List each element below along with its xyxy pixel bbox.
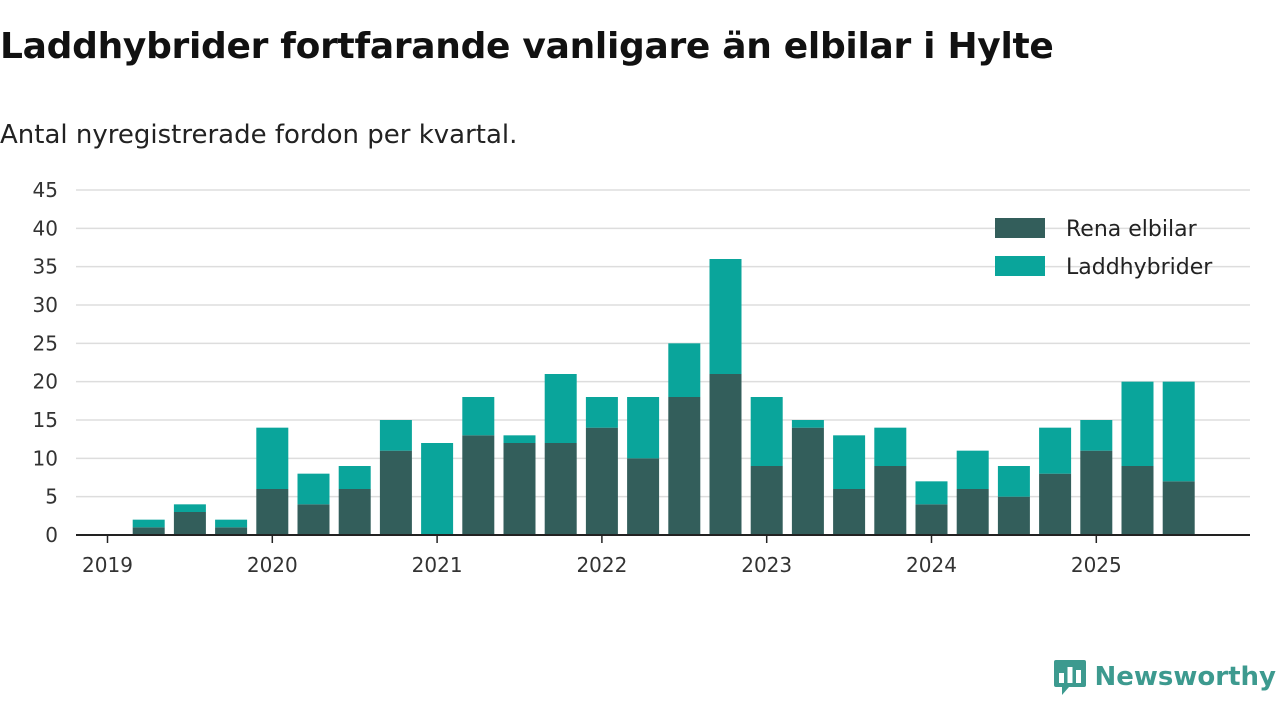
bar-laddhybrider bbox=[791, 420, 824, 428]
bar-laddhybrider bbox=[215, 519, 248, 528]
bar-rena-elbilar bbox=[750, 466, 783, 535]
y-tick-label: 5 bbox=[45, 485, 58, 509]
bar-rena-elbilar bbox=[544, 443, 577, 535]
legend-label-laddhybrider: Laddhybrider bbox=[1066, 255, 1213, 280]
brand-name: Newsworthy bbox=[1094, 662, 1276, 692]
bar-laddhybrider bbox=[544, 374, 577, 443]
bar-rena-elbilar bbox=[1162, 481, 1195, 535]
bar-rena-elbilar bbox=[379, 450, 412, 535]
legend-label-rena-elbilar: Rena elbilar bbox=[1066, 217, 1198, 242]
bar-laddhybrider bbox=[1162, 381, 1195, 482]
bar-laddhybrider bbox=[668, 343, 701, 397]
bar-laddhybrider bbox=[297, 473, 330, 505]
bar-rena-elbilar bbox=[956, 489, 989, 535]
bar-laddhybrider bbox=[132, 519, 165, 528]
legend-swatch-rena-elbilar bbox=[995, 218, 1045, 238]
x-tick-label: 2025 bbox=[1071, 553, 1122, 577]
gridlines bbox=[76, 189, 1250, 498]
bar-rena-elbilar bbox=[874, 466, 907, 535]
bar-rena-elbilar bbox=[668, 397, 701, 535]
bar-laddhybrider bbox=[585, 397, 618, 428]
bar-rena-elbilar bbox=[132, 527, 165, 535]
x-tick-label: 2022 bbox=[576, 553, 627, 577]
y-tick-label: 15 bbox=[33, 408, 58, 432]
bar-laddhybrider bbox=[379, 420, 412, 451]
bar-laddhybrider bbox=[833, 435, 866, 489]
bar-rena-elbilar bbox=[338, 489, 371, 535]
bar-rena-elbilar bbox=[215, 527, 248, 535]
newsworthy-logo-icon bbox=[1053, 660, 1086, 695]
y-tick-label: 30 bbox=[33, 293, 58, 317]
bar-rena-elbilar bbox=[585, 427, 618, 535]
bar-rena-elbilar bbox=[997, 496, 1030, 535]
brand: Newsworthy bbox=[1053, 658, 1276, 696]
bar-rena-elbilar bbox=[1121, 466, 1154, 535]
bar-laddhybrider bbox=[997, 466, 1030, 497]
chart-subtitle: Antal nyregistrerade fordon per kvartal. bbox=[0, 120, 518, 150]
bar-laddhybrider bbox=[1039, 427, 1072, 474]
y-tick-label: 20 bbox=[33, 370, 58, 394]
y-tick-label: 35 bbox=[33, 255, 58, 279]
bars bbox=[132, 259, 1195, 535]
bar-rena-elbilar bbox=[1080, 450, 1113, 535]
bar-laddhybrider bbox=[627, 397, 660, 459]
bar-rena-elbilar bbox=[1039, 473, 1072, 535]
x-tick-label: 2019 bbox=[82, 553, 133, 577]
bar-rena-elbilar bbox=[173, 512, 206, 535]
bar-rena-elbilar bbox=[833, 489, 866, 535]
bar-laddhybrider bbox=[256, 427, 289, 489]
chart-title: Laddhybrider fortfarande vanligare än el… bbox=[0, 26, 1054, 67]
bar-laddhybrider bbox=[709, 259, 742, 374]
bar-laddhybrider bbox=[915, 481, 948, 505]
bar-rena-elbilar bbox=[462, 435, 495, 535]
bar-laddhybrider bbox=[503, 435, 536, 443]
x-tick-label: 2020 bbox=[247, 553, 298, 577]
y-tick-label: 10 bbox=[33, 446, 58, 470]
y-tick-label: 40 bbox=[33, 216, 58, 240]
bar-laddhybrider bbox=[1121, 381, 1154, 466]
bar-rena-elbilar bbox=[791, 427, 824, 535]
bar-rena-elbilar bbox=[915, 504, 948, 535]
y-tick-label: 25 bbox=[33, 331, 58, 355]
x-tick-label: 2021 bbox=[412, 553, 463, 577]
bar-rena-elbilar bbox=[627, 458, 660, 535]
legend: Rena elbilar Laddhybrider bbox=[995, 217, 1213, 280]
bar-laddhybrider bbox=[421, 443, 454, 535]
bar-rena-elbilar bbox=[503, 443, 536, 535]
legend-swatch-laddhybrider bbox=[995, 256, 1045, 276]
x-tick-label: 2024 bbox=[906, 553, 957, 577]
bar-laddhybrider bbox=[338, 466, 371, 489]
bar-laddhybrider bbox=[750, 397, 783, 466]
bar-rena-elbilar bbox=[297, 504, 330, 535]
y-tick-label: 45 bbox=[33, 178, 58, 202]
bar-rena-elbilar bbox=[709, 374, 742, 535]
bar-rena-elbilar bbox=[256, 489, 289, 535]
bar-laddhybrider bbox=[1080, 420, 1113, 451]
bar-laddhybrider bbox=[173, 504, 206, 512]
bar-laddhybrider bbox=[956, 450, 989, 489]
bar-laddhybrider bbox=[874, 427, 907, 466]
bar-laddhybrider bbox=[462, 397, 495, 436]
x-tick-label: 2023 bbox=[741, 553, 792, 577]
y-tick-label: 0 bbox=[45, 523, 58, 547]
